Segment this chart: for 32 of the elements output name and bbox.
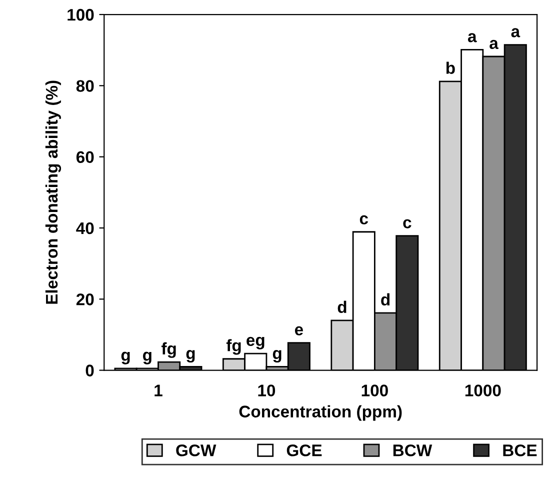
- x-tick-label: 1: [154, 384, 162, 396]
- x-tick-label: 1000: [465, 384, 501, 396]
- data-label: g: [121, 352, 130, 364]
- data-label: eg: [246, 336, 264, 350]
- data-label: fg: [161, 342, 176, 358]
- data-label: a: [511, 28, 520, 38]
- data-label: d: [338, 300, 346, 313]
- x-axis-title: Concentration (ppm): [239, 405, 402, 421]
- y-tick-label: 0: [86, 364, 94, 376]
- y-axis-title: Electron donating ability (%): [45, 80, 62, 304]
- y-tick-label: 20: [76, 294, 94, 306]
- data-label: b: [446, 62, 455, 74]
- data-label: a: [468, 33, 477, 42]
- x-tick-label: 100: [362, 384, 388, 396]
- y-tick-label: 80: [76, 80, 94, 92]
- legend-label: GCE: [286, 444, 322, 456]
- y-tick-label: 40: [76, 222, 94, 234]
- data-label: c: [403, 219, 412, 228]
- data-label: fg: [226, 339, 241, 355]
- y-tick-label: 60: [76, 151, 94, 164]
- y-tick-label: 100: [68, 8, 94, 21]
- data-label: g: [143, 352, 152, 364]
- legend-label: BCE: [503, 444, 537, 456]
- data-label: e: [294, 326, 303, 336]
- legend-label: GCW: [176, 444, 216, 456]
- data-label: d: [381, 293, 390, 306]
- data-label: g: [272, 350, 282, 363]
- legend-label: BCW: [393, 444, 432, 456]
- data-label: a: [490, 40, 498, 50]
- data-label: g: [186, 350, 195, 363]
- data-label: c: [360, 215, 368, 224]
- x-tick-label: 10: [258, 384, 276, 396]
